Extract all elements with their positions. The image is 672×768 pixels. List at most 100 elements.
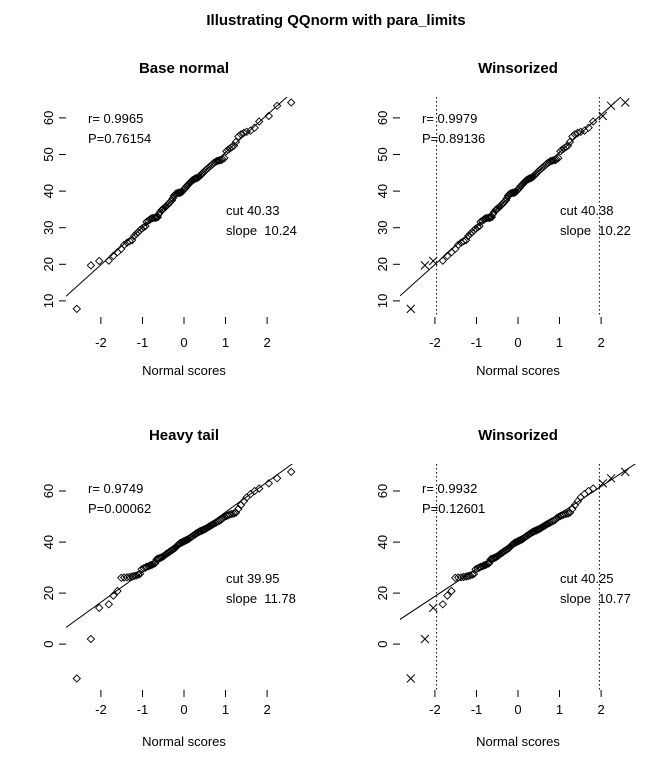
slope-annotation: slope 10.22 [560, 223, 631, 238]
y-tick-label: 40 [41, 535, 56, 549]
data-point [109, 591, 118, 600]
p-annotation: P=0.00062 [88, 501, 151, 516]
data-point [480, 560, 490, 570]
data-point-cross [620, 467, 630, 477]
x-tick-label: -1 [137, 702, 149, 717]
data-point [438, 600, 448, 609]
x-tick-label: -2 [429, 702, 441, 717]
panel-title: Heavy tail [149, 427, 219, 444]
data-point [234, 504, 243, 514]
data-point [220, 512, 229, 522]
x-tick-label: -1 [471, 702, 483, 717]
data-point [146, 560, 156, 570]
y-tick-label: 10 [375, 294, 390, 308]
data-point [144, 562, 153, 571]
data-point [254, 484, 264, 493]
data-point [561, 142, 571, 152]
data-point [570, 130, 580, 139]
data-point-cross [420, 634, 430, 644]
data-point [141, 221, 150, 231]
data-point [565, 508, 575, 517]
data-point-cross [606, 101, 616, 111]
data-point [463, 231, 473, 241]
data-point [173, 188, 183, 198]
data-point [104, 600, 114, 609]
figure-title: Illustrating QQnorm with para_limits [206, 12, 465, 29]
data-point [468, 570, 477, 579]
data-point [264, 479, 274, 488]
y-tick-label: 30 [41, 220, 56, 234]
data-point [222, 146, 231, 156]
x-tick-label: 0 [180, 702, 187, 717]
data-point [453, 240, 463, 250]
data-point [229, 509, 239, 518]
data-point [533, 525, 543, 534]
data-point [94, 256, 104, 266]
data-point [176, 538, 185, 548]
data-point [168, 194, 178, 203]
data-point [514, 536, 523, 546]
data-point [272, 101, 282, 111]
data-point [152, 213, 161, 222]
data-point [145, 561, 155, 570]
data-point [465, 571, 475, 580]
data-point [443, 591, 452, 600]
data-point [129, 231, 139, 241]
data-point [510, 538, 519, 548]
data-point [482, 560, 491, 569]
data-point [483, 213, 493, 223]
data-point [580, 489, 589, 499]
data-point [547, 156, 557, 165]
slope-annotation: slope 11.78 [226, 591, 296, 606]
data-point [137, 224, 146, 234]
cut-annotation: cut 40.33 [226, 203, 280, 218]
x-tick-label: 2 [597, 335, 604, 350]
data-point [234, 132, 243, 141]
y-tick-label: 40 [41, 184, 56, 198]
data-point [264, 111, 274, 121]
data-point [131, 571, 141, 580]
data-point [239, 128, 249, 138]
data-point [148, 560, 157, 569]
data-point [479, 561, 489, 570]
data-point [488, 209, 498, 219]
data-point [565, 137, 575, 147]
y-tick-label: 60 [375, 111, 390, 125]
x-tick-label: 2 [263, 702, 270, 717]
data-point [178, 537, 187, 547]
x-tick-label: 0 [180, 335, 187, 350]
data-point-cross [428, 603, 438, 613]
cut-annotation: cut 40.25 [560, 571, 614, 586]
y-tick-label: 40 [375, 184, 390, 198]
data-point [507, 188, 517, 198]
data-point [502, 194, 512, 203]
data-point [127, 572, 137, 581]
data-point [584, 123, 593, 132]
data-point [113, 586, 122, 596]
p-annotation: P=0.76154 [88, 131, 151, 146]
data-point [549, 516, 558, 525]
data-point-cross [406, 674, 416, 683]
data-point [220, 153, 229, 163]
panel-title: Winsorized [478, 60, 558, 77]
data-point [463, 571, 473, 581]
data-point [125, 572, 134, 582]
data-point [554, 153, 563, 163]
y-tick-label: 60 [41, 111, 56, 125]
y-tick-label: 60 [375, 484, 390, 498]
data-point [195, 527, 204, 536]
y-tick-label: 10 [41, 294, 56, 308]
data-point [573, 128, 583, 138]
x-axis-label: Normal scores [476, 363, 560, 378]
panel-title: Base normal [139, 60, 229, 77]
x-tick-label: 0 [514, 702, 521, 717]
data-point [476, 562, 485, 572]
y-tick-label: 20 [41, 257, 56, 271]
x-axis-label: Normal scores [476, 734, 560, 749]
data-point [459, 572, 468, 582]
r-annotation: r= 0.9965 [88, 111, 143, 126]
slope-annotation: slope 10.24 [226, 223, 297, 238]
